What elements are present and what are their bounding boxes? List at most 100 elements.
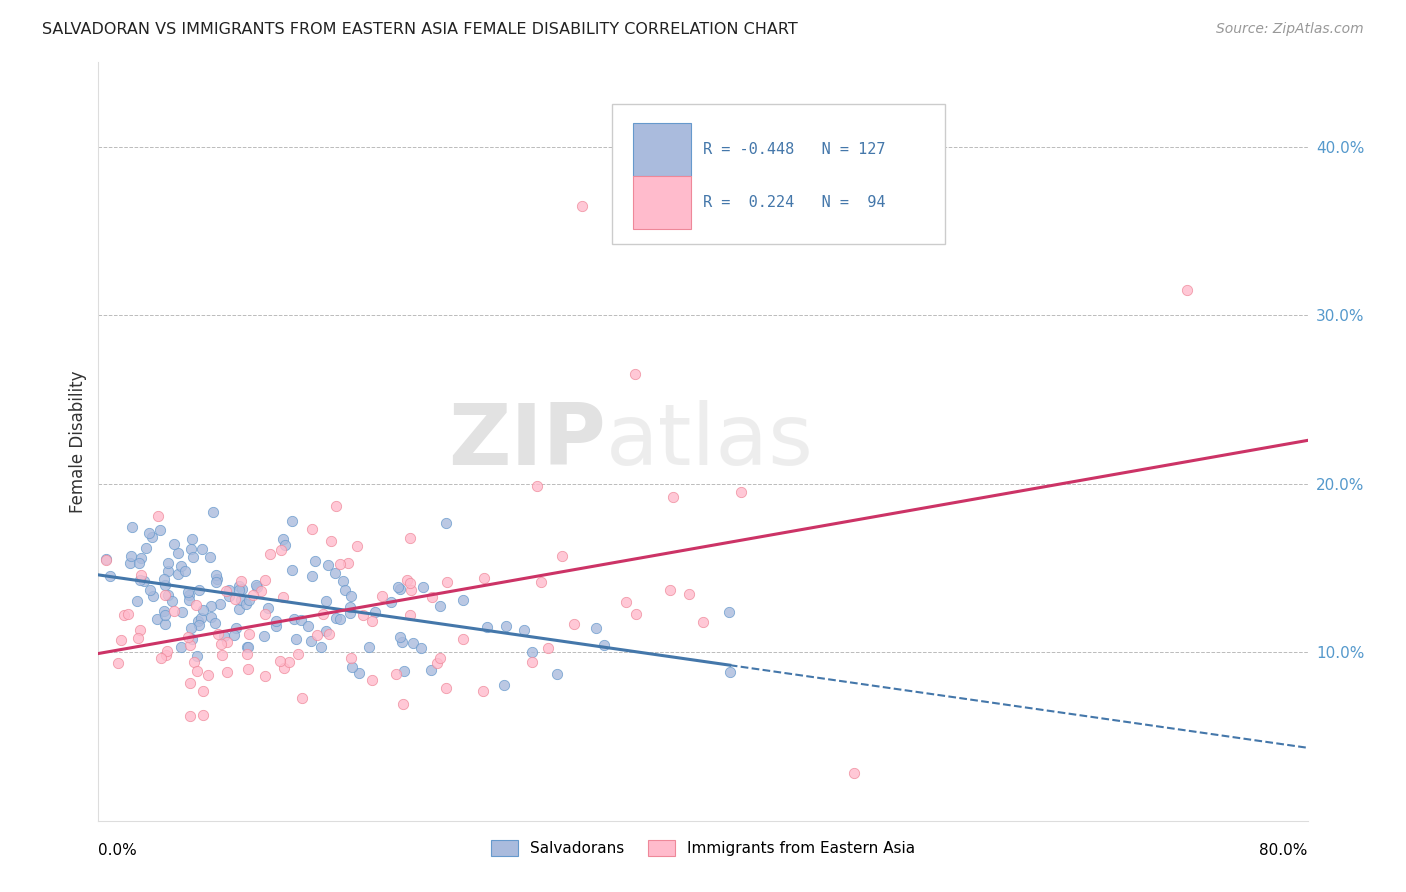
- Point: [125, 594, 148, 608]
- Point: [409, 640, 432, 655]
- Point: [163, 604, 186, 618]
- Point: [399, 607, 422, 622]
- Point: [269, 654, 291, 668]
- Point: [520, 655, 543, 669]
- Point: [155, 648, 177, 662]
- Point: [180, 621, 202, 635]
- Point: [218, 582, 240, 597]
- Point: [360, 614, 382, 628]
- Point: [253, 629, 276, 643]
- Point: [593, 638, 616, 652]
- Point: [253, 669, 276, 683]
- Text: atlas: atlas: [606, 400, 814, 483]
- Point: [412, 580, 434, 594]
- Point: [526, 479, 548, 493]
- Point: [245, 578, 267, 592]
- Point: [202, 505, 225, 519]
- Point: [312, 607, 335, 621]
- Point: [225, 621, 247, 635]
- Point: [364, 606, 387, 620]
- Point: [200, 609, 222, 624]
- Text: ZIP: ZIP: [449, 400, 606, 483]
- Point: [177, 585, 200, 599]
- Point: [357, 640, 380, 654]
- Point: [659, 582, 682, 597]
- Point: [624, 607, 647, 622]
- Point: [238, 640, 260, 654]
- Point: [546, 666, 568, 681]
- Point: [562, 616, 585, 631]
- Point: [179, 709, 201, 723]
- Point: [471, 683, 494, 698]
- Point: [389, 630, 412, 644]
- Point: [395, 573, 418, 587]
- Point: [153, 578, 176, 592]
- Text: R = -0.448   N = 127: R = -0.448 N = 127: [703, 142, 886, 157]
- Point: [179, 638, 201, 652]
- Point: [371, 589, 394, 603]
- Point: [273, 661, 295, 675]
- Point: [177, 630, 200, 644]
- Point: [316, 558, 339, 572]
- Point: [153, 607, 176, 622]
- Point: [187, 614, 209, 628]
- Point: [661, 490, 683, 504]
- Point: [494, 678, 516, 692]
- FancyBboxPatch shape: [633, 123, 690, 177]
- Point: [360, 673, 382, 688]
- Point: [138, 526, 160, 541]
- Point: [214, 583, 236, 598]
- Point: [451, 632, 474, 646]
- Point: [94, 551, 117, 566]
- Point: [149, 523, 172, 537]
- Point: [231, 582, 253, 596]
- Text: R =  0.224   N =  94: R = 0.224 N = 94: [703, 195, 886, 211]
- Point: [236, 647, 259, 661]
- Point: [325, 611, 347, 625]
- Point: [264, 618, 287, 632]
- Point: [305, 628, 328, 642]
- Point: [179, 676, 201, 690]
- Text: 0.0%: 0.0%: [98, 844, 138, 858]
- Point: [337, 556, 360, 570]
- Point: [212, 629, 235, 643]
- Point: [399, 531, 422, 545]
- Point: [117, 607, 139, 621]
- Text: Source: ZipAtlas.com: Source: ZipAtlas.com: [1216, 22, 1364, 37]
- Point: [692, 615, 714, 630]
- Point: [96, 553, 118, 567]
- Point: [301, 522, 323, 536]
- Point: [273, 590, 295, 604]
- Point: [110, 633, 132, 648]
- Point: [550, 549, 572, 564]
- Point: [277, 655, 299, 669]
- Point: [153, 604, 176, 618]
- Point: [426, 657, 449, 671]
- Point: [844, 766, 866, 780]
- Point: [186, 664, 208, 678]
- Point: [520, 645, 543, 659]
- Point: [170, 558, 193, 573]
- Point: [238, 662, 260, 676]
- Point: [238, 593, 260, 607]
- Point: [98, 569, 121, 583]
- Point: [333, 582, 356, 597]
- Point: [281, 562, 304, 576]
- Point: [315, 593, 337, 607]
- Point: [193, 602, 215, 616]
- Point: [118, 557, 141, 571]
- Point: [200, 599, 222, 614]
- Point: [325, 566, 347, 580]
- Point: [420, 590, 443, 604]
- Point: [224, 591, 246, 606]
- Point: [170, 605, 193, 619]
- Point: [129, 567, 152, 582]
- Point: [419, 664, 441, 678]
- Point: [228, 602, 250, 616]
- Point: [138, 582, 160, 597]
- Point: [429, 650, 451, 665]
- Point: [315, 624, 337, 639]
- Point: [718, 605, 741, 619]
- FancyBboxPatch shape: [633, 177, 690, 229]
- Point: [1175, 283, 1198, 297]
